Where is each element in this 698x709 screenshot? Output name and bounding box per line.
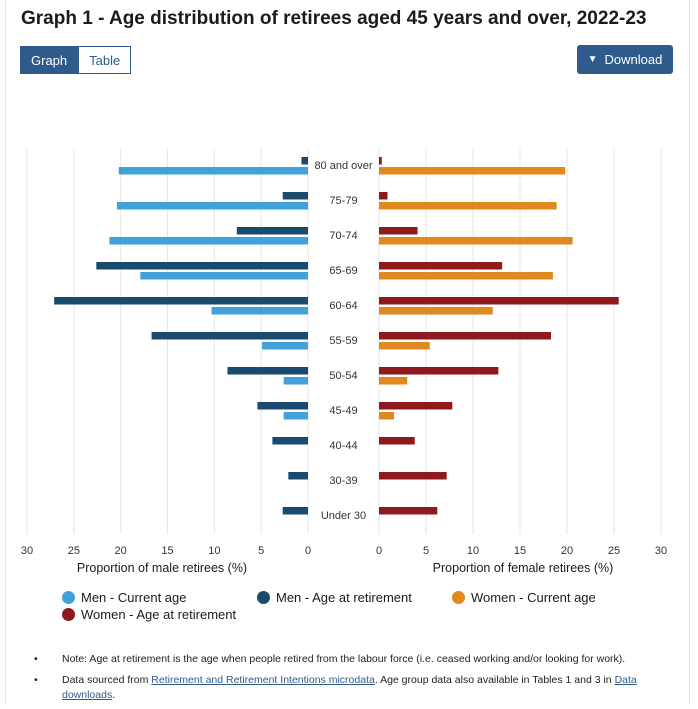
category-label: 50-54 <box>329 370 357 382</box>
x-tick-label-female: 10 <box>467 545 479 557</box>
x-tick-label-male: 30 <box>21 545 33 557</box>
legend-item-men-current[interactable]: Men - Current age <box>62 590 187 605</box>
bar-men-current <box>262 342 308 350</box>
bar-women-current <box>379 237 573 245</box>
category-label: 40-44 <box>329 440 357 452</box>
bar-men-retirement <box>282 507 308 515</box>
legend-label-women-retirement: Women - Age at retirement <box>81 607 237 622</box>
x-tick-label-female: 0 <box>376 545 382 557</box>
bar-women-retirement <box>379 262 503 270</box>
category-label: 80 and over <box>314 160 372 172</box>
bar-women-retirement <box>379 402 453 410</box>
view-tabs: Graph Table <box>20 46 132 74</box>
tab-table[interactable]: Table <box>78 46 132 74</box>
legend-label-men-retirement: Men - Age at retirement <box>276 590 412 605</box>
x-tick-label-female: 30 <box>655 545 667 557</box>
bar-women-current <box>379 167 566 175</box>
bar-men-retirement <box>96 262 309 270</box>
legend-item-women-retirement[interactable]: Women - Age at retirement <box>62 607 236 622</box>
legend-dot-women-current <box>452 591 465 604</box>
bar-women-current <box>379 377 408 385</box>
bar-men-current <box>118 167 308 175</box>
x-tick-label-female: 15 <box>514 545 526 557</box>
bar-men-current <box>283 412 308 420</box>
note-source-suffix: . <box>112 689 116 701</box>
note-source-middle: . Age group data also available in Table… <box>374 674 615 686</box>
bar-women-retirement <box>379 192 388 200</box>
chart-notes: • Note: Age at retirement is the age whe… <box>34 652 674 709</box>
microdata-link[interactable]: Retirement and Retirement Intentions mic… <box>151 674 375 686</box>
download-button[interactable]: ▼ Download <box>577 45 673 74</box>
x-tick-label-male: 15 <box>161 545 173 557</box>
x-tick-label-male: 20 <box>115 545 127 557</box>
legend-item-men-retirement[interactable]: Men - Age at retirement <box>257 590 412 605</box>
legend-dot-women-retirement <box>62 608 75 621</box>
category-label: 45-49 <box>329 405 357 417</box>
category-label: 55-59 <box>329 335 357 347</box>
x-tick-label-female: 20 <box>561 545 573 557</box>
legend-item-women-current[interactable]: Women - Current age <box>452 590 596 605</box>
bar-men-current <box>140 272 308 280</box>
data-downloads-link[interactable]: Data downloads <box>62 674 637 701</box>
category-label: 65-69 <box>329 265 357 277</box>
bar-women-retirement <box>379 472 447 480</box>
category-label: 70-74 <box>329 230 357 242</box>
bar-women-retirement <box>379 297 619 305</box>
bar-women-current <box>379 307 493 315</box>
bar-women-retirement <box>379 367 499 375</box>
legend-dot-men-current <box>62 591 75 604</box>
category-label: 30-39 <box>329 475 357 487</box>
note-item: • Note: Age at retirement is the age whe… <box>34 652 674 667</box>
bar-women-retirement <box>379 507 438 515</box>
x-axis-title-female: Proportion of female retirees (%) <box>433 561 614 575</box>
bar-men-retirement <box>272 437 308 445</box>
bar-men-current <box>283 377 308 385</box>
x-tick-label-male: 0 <box>305 545 311 557</box>
bar-women-retirement <box>379 332 552 340</box>
legend-label-women-current: Women - Current age <box>471 590 596 605</box>
bar-women-current <box>379 272 553 280</box>
note-source-prefix: Data sourced from <box>62 674 152 686</box>
x-tick-label-male: 5 <box>258 545 264 557</box>
bar-men-retirement <box>151 332 308 340</box>
bar-women-retirement <box>379 437 415 445</box>
bar-women-current <box>379 342 430 350</box>
x-tick-label-female: 25 <box>608 545 620 557</box>
bar-men-retirement <box>282 192 308 200</box>
page-title: Graph 1 - Age distribution of retirees a… <box>21 8 647 29</box>
bullet-icon: • <box>34 653 38 665</box>
bar-women-retirement <box>379 227 418 235</box>
chevron-down-icon: ▼ <box>587 54 598 65</box>
tab-graph[interactable]: Graph <box>20 46 79 74</box>
category-label: 60-64 <box>329 300 357 312</box>
bar-men-current <box>109 237 308 245</box>
bar-men-current <box>116 202 308 210</box>
bar-women-current <box>379 202 557 210</box>
bar-women-current <box>379 412 395 420</box>
note-age-at-retirement: Note: Age at retirement is the age when … <box>62 653 626 665</box>
legend-dot-men-retirement <box>257 591 270 604</box>
bar-men-retirement <box>288 472 308 480</box>
bullet-icon: • <box>34 674 38 686</box>
bar-men-retirement <box>236 227 308 235</box>
x-tick-label-female: 5 <box>423 545 429 557</box>
x-tick-label-male: 10 <box>208 545 220 557</box>
bar-men-retirement <box>227 367 308 375</box>
bar-men-current <box>211 307 308 315</box>
graph-panel <box>5 0 690 705</box>
category-label: Under 30 <box>321 510 366 522</box>
category-label: 75-79 <box>329 195 357 207</box>
bar-men-retirement <box>54 297 309 305</box>
x-tick-label-male: 25 <box>68 545 80 557</box>
pyramid-chart: 80 and over 75-79 70-74 65-69 60-64 55-59 50-5… <box>21 148 667 575</box>
bar-men-retirement <box>301 157 308 165</box>
note-item: • Data sourced from Retirement and Retir… <box>34 673 674 703</box>
legend-label-men-current: Men - Current age <box>81 590 187 605</box>
bar-women-retirement <box>379 157 382 165</box>
bar-men-retirement <box>257 402 308 410</box>
download-label: Download <box>604 52 663 67</box>
x-axis-title-male: Proportion of male retirees (%) <box>77 561 247 575</box>
